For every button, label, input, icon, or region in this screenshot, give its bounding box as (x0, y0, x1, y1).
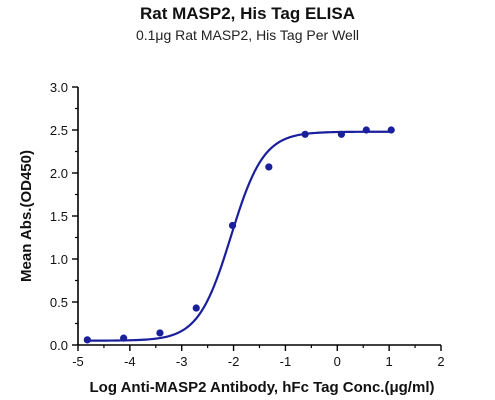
x-tick-label: 1 (386, 354, 393, 369)
x-tick-label: -4 (124, 354, 136, 369)
x-axis-label: Log Anti-MASP2 Antibody, hFc Tag Conc.(μ… (90, 379, 435, 396)
chart-title: Rat MASP2, His Tag ELISA (139, 4, 356, 23)
data-point (362, 126, 370, 134)
data-point (387, 126, 395, 134)
y-tick-label: 3.0 (50, 80, 68, 95)
data-point (192, 304, 200, 312)
y-tick-label: 2.0 (50, 166, 68, 181)
y-axis-label: Mean Abs.(OD450) (18, 150, 35, 282)
data-point (228, 221, 237, 230)
y-tick-label: 0.0 (50, 338, 68, 353)
x-tick-label: -5 (72, 354, 84, 369)
data-points-layer (83, 126, 395, 344)
chart-subtitle: 0.1μg Rat MASP2, His Tag Per Well (135, 27, 360, 43)
x-tick-label: -2 (228, 354, 240, 369)
fit-curve (87, 130, 392, 342)
fit-curve-layer (87, 130, 392, 342)
data-point (156, 329, 164, 337)
x-tick-label: -1 (280, 354, 292, 369)
axes: -5 -4 -3 -2 -1 0 1 2 0.0 0.5 1.0 1.5 2.0 2.5 3.0 (50, 80, 445, 369)
y-tick-label: 1.0 (50, 252, 68, 267)
y-tick-label: 0.5 (50, 295, 68, 310)
x-tick-label: -3 (176, 354, 188, 369)
x-tick-label: 0 (334, 354, 341, 369)
x-tick-label: 2 (437, 354, 444, 369)
data-point (83, 336, 91, 344)
y-tick-label: 2.5 (50, 123, 68, 138)
data-point (301, 130, 309, 138)
data-point (265, 163, 273, 171)
y-tick-label: 1.5 (50, 209, 68, 224)
data-point (120, 334, 128, 342)
data-point (337, 130, 346, 138)
